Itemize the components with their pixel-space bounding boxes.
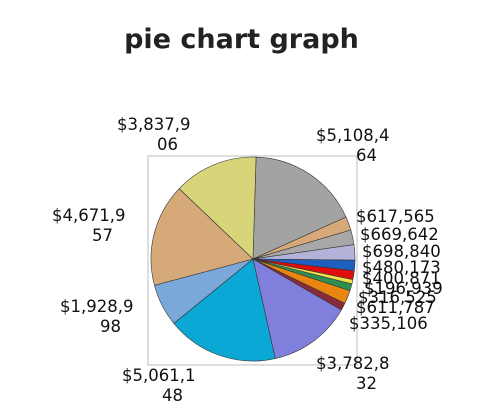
- slice-label: $335,106: [349, 314, 428, 333]
- slice-label: $617,565: [356, 207, 435, 226]
- slice-label: $1,928,9 98: [60, 297, 133, 336]
- pie-slice: [150, 188, 254, 286]
- slice-label: $196,939: [364, 279, 443, 298]
- plot-frame: [147, 155, 358, 366]
- slice-label: $669,642: [360, 225, 439, 244]
- slice-label: $5,061,1 48: [122, 366, 195, 405]
- slice-label: $698,840: [362, 242, 441, 261]
- pie-slice: [252, 156, 347, 260]
- slice-label: $400,871: [362, 269, 441, 288]
- slice-label: $611,787: [356, 298, 435, 317]
- slice-label: $4,671,9 57: [52, 206, 125, 245]
- slice-label: $316,525: [358, 288, 437, 307]
- slice-label: $3,782,8 32: [316, 354, 389, 393]
- slice-label: $480,173: [362, 258, 441, 277]
- pie-slice: [173, 258, 276, 362]
- slice-label: $5,108,4 64: [316, 126, 389, 165]
- pie-slice: [178, 156, 257, 260]
- pie-slice: [252, 258, 342, 359]
- chart-title: pie chart graph: [124, 24, 359, 55]
- slice-label: $3,837,9 06: [117, 115, 190, 154]
